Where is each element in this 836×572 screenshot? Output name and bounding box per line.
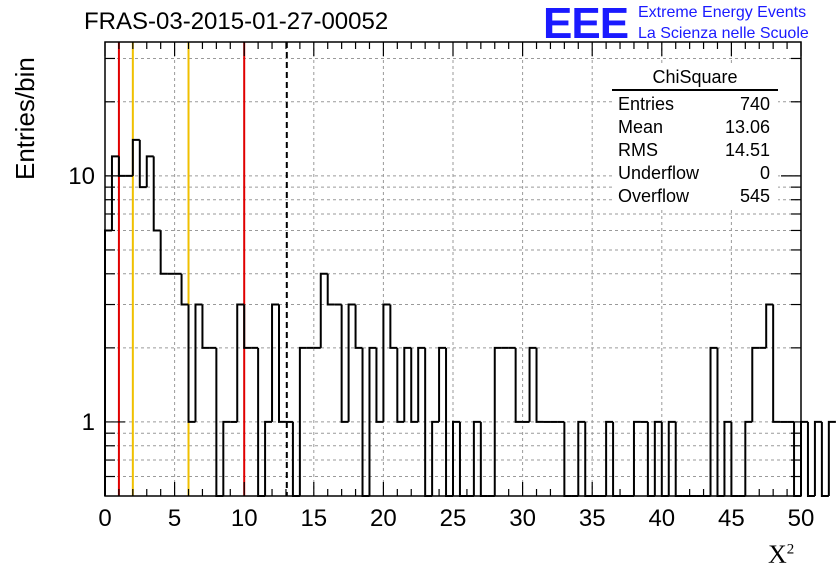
histogram-bin — [535, 347, 544, 423]
histogram-bin — [201, 304, 210, 349]
x-tick-label: 15 — [300, 505, 327, 532]
histogram-bin — [145, 155, 154, 188]
histogram-bin — [751, 346, 760, 422]
histogram-bin — [347, 303, 356, 422]
histogram-bin — [271, 303, 279, 422]
histogram-bin — [222, 420, 231, 496]
histogram-bin — [278, 304, 286, 423]
histogram-bin — [632, 420, 641, 496]
x-axis-label-superscript: 2 — [786, 541, 795, 558]
histogram-bin — [389, 304, 398, 349]
histogram-bin — [396, 347, 405, 423]
stats-title: ChiSquare — [612, 66, 778, 91]
histogram-bin — [723, 420, 732, 496]
histogram-bin — [813, 420, 822, 496]
stats-row-entries: Entries 740 — [612, 93, 778, 116]
histogram-bin — [772, 304, 781, 423]
histogram-bin — [765, 303, 774, 348]
histogram-bin — [368, 346, 377, 496]
histogram-bin — [236, 303, 245, 422]
histogram-bin — [159, 230, 168, 275]
histogram-bin — [298, 346, 307, 496]
histogram-bars — [104, 138, 836, 497]
reference-lines — [117, 42, 288, 496]
y-axis-label: Entries/bin — [10, 57, 40, 180]
histogram-bin — [744, 420, 753, 496]
histogram-bin — [827, 420, 836, 496]
stats-box: ChiSquare Entries 740 Mean 13.06 RMS 14.51 … — [612, 66, 778, 208]
histogram-bin — [431, 420, 440, 496]
stats-value: 545 — [739, 186, 770, 206]
chart-title: FRAS-03-2015-01-27-00052 — [84, 8, 389, 35]
x-tick-label: 20 — [370, 505, 397, 532]
histogram-bin — [117, 156, 126, 177]
histogram-bin — [709, 346, 718, 496]
histogram-bin — [131, 138, 140, 176]
histogram-bin — [528, 346, 537, 422]
histogram-bin — [138, 139, 147, 189]
histogram-bin — [577, 420, 586, 496]
x-tick-label: 30 — [509, 505, 536, 532]
logo-line-1: Extreme Energy Events — [638, 4, 807, 21]
eee-logo: EEE — [543, 0, 629, 48]
stats-label: Overflow — [618, 186, 690, 206]
histogram-bin — [180, 273, 189, 306]
stats-row-underflow: Underflow 0 — [612, 162, 778, 185]
histogram-bin — [493, 346, 502, 496]
histogram-bin — [410, 347, 419, 423]
histogram-bin — [243, 304, 252, 349]
stats-label: Underflow — [618, 163, 700, 183]
stats-label: Mean — [618, 117, 664, 137]
histogram-bin — [514, 347, 523, 423]
histogram-bin — [800, 420, 808, 496]
histogram-bin — [820, 421, 829, 497]
x-tick-label: 0 — [98, 505, 111, 532]
x-tick-label: 10 — [231, 505, 258, 532]
x-tick-label: 5 — [168, 505, 181, 532]
histogram-bin — [438, 346, 447, 422]
axis-ticks: 0 5 10 15 20 25 30 35 40 45 50 1 10 — [68, 42, 814, 532]
stats-row-mean: Mean 13.06 — [612, 116, 778, 139]
histogram-bin — [354, 304, 363, 349]
stats-label: Entries — [618, 94, 675, 114]
histogram-bin — [403, 346, 412, 422]
x-axis-label-symbol: Χ — [768, 540, 787, 569]
histogram-bin — [110, 155, 119, 231]
histogram-bin — [452, 420, 460, 496]
stats-row-overflow: Overflow 545 — [612, 185, 778, 208]
stats-value: 740 — [739, 94, 770, 114]
x-tick-label: 50 — [788, 505, 815, 532]
x-tick-label: 35 — [579, 505, 606, 532]
histogram-bin — [187, 304, 196, 423]
y-tick-label: 10 — [68, 163, 95, 190]
stats-value: 0 — [759, 163, 770, 183]
histogram-bin — [264, 420, 273, 496]
stats-value: 14.51 — [724, 140, 770, 160]
histogram-bin — [326, 273, 335, 306]
histogram-bin — [340, 304, 349, 423]
histogram-bin — [194, 303, 203, 422]
x-axis-label: Χ2 — [768, 540, 794, 570]
x-tick-label: 40 — [648, 505, 675, 532]
histogram-bin — [806, 421, 815, 497]
x-tick-label: 45 — [718, 505, 745, 532]
stats-row-rms: RMS 14.51 — [612, 139, 778, 162]
histogram-bin — [417, 346, 426, 422]
logo-line-2: La Scienza nelle Scuole — [638, 25, 809, 42]
histogram-bin — [375, 347, 384, 423]
histogram-bin — [152, 156, 161, 232]
histogram-bin — [472, 420, 481, 496]
histogram-bin — [382, 303, 391, 422]
stats-label: RMS — [618, 140, 658, 160]
histogram-bin — [653, 420, 662, 496]
stats-value: 13.06 — [724, 117, 770, 137]
y-tick-label: 1 — [82, 409, 95, 436]
histogram-bin — [319, 272, 328, 348]
histogram-bin — [605, 420, 614, 496]
histogram-bin — [667, 420, 676, 496]
histogram-bin — [104, 229, 112, 496]
x-tick-label: 25 — [440, 505, 467, 532]
